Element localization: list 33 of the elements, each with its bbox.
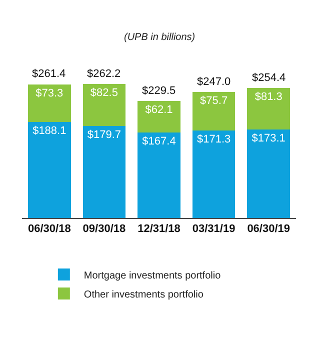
- data-label: $62.1: [145, 104, 173, 116]
- total-label: $254.4: [252, 72, 286, 84]
- x-tick-label: 06/30/19: [247, 223, 290, 236]
- bar: [138, 100, 180, 132]
- total-label: $262.2: [87, 68, 121, 80]
- bar: [192, 92, 236, 130]
- bar: [247, 130, 290, 218]
- bar: [28, 122, 71, 218]
- data-label: $179.7: [87, 129, 122, 142]
- data-label: $82.5: [90, 87, 118, 100]
- data-label: $167.4: [142, 135, 176, 148]
- bar: [192, 130, 236, 218]
- total-label: $229.5: [142, 85, 176, 97]
- data-label: $81.3: [254, 91, 282, 104]
- x-tick-label: 03/31/19: [192, 223, 236, 236]
- bar: [247, 88, 290, 130]
- bar: [138, 132, 180, 218]
- bar: [82, 84, 126, 126]
- x-tick-label: 09/30/18: [82, 223, 126, 236]
- x-tick-label: 06/30/18: [28, 223, 71, 236]
- data-label: $75.7: [200, 94, 228, 107]
- chart-subtitle: (UPB in billions): [124, 32, 196, 43]
- legend-label: Mortgage investments portfolio: [84, 270, 222, 282]
- legend-label: Other investments portfolio: [84, 289, 204, 300]
- total-label: $247.0: [197, 76, 231, 88]
- data-label: $171.3: [196, 134, 231, 146]
- bar: [28, 84, 71, 122]
- data-label: $173.1: [252, 132, 286, 145]
- data-label: $73.3: [36, 87, 64, 100]
- total-label: $261.4: [32, 68, 66, 80]
- data-label: $188.1: [32, 124, 66, 137]
- bar: [82, 126, 126, 218]
- x-tick-label: 12/31/18: [138, 223, 180, 236]
